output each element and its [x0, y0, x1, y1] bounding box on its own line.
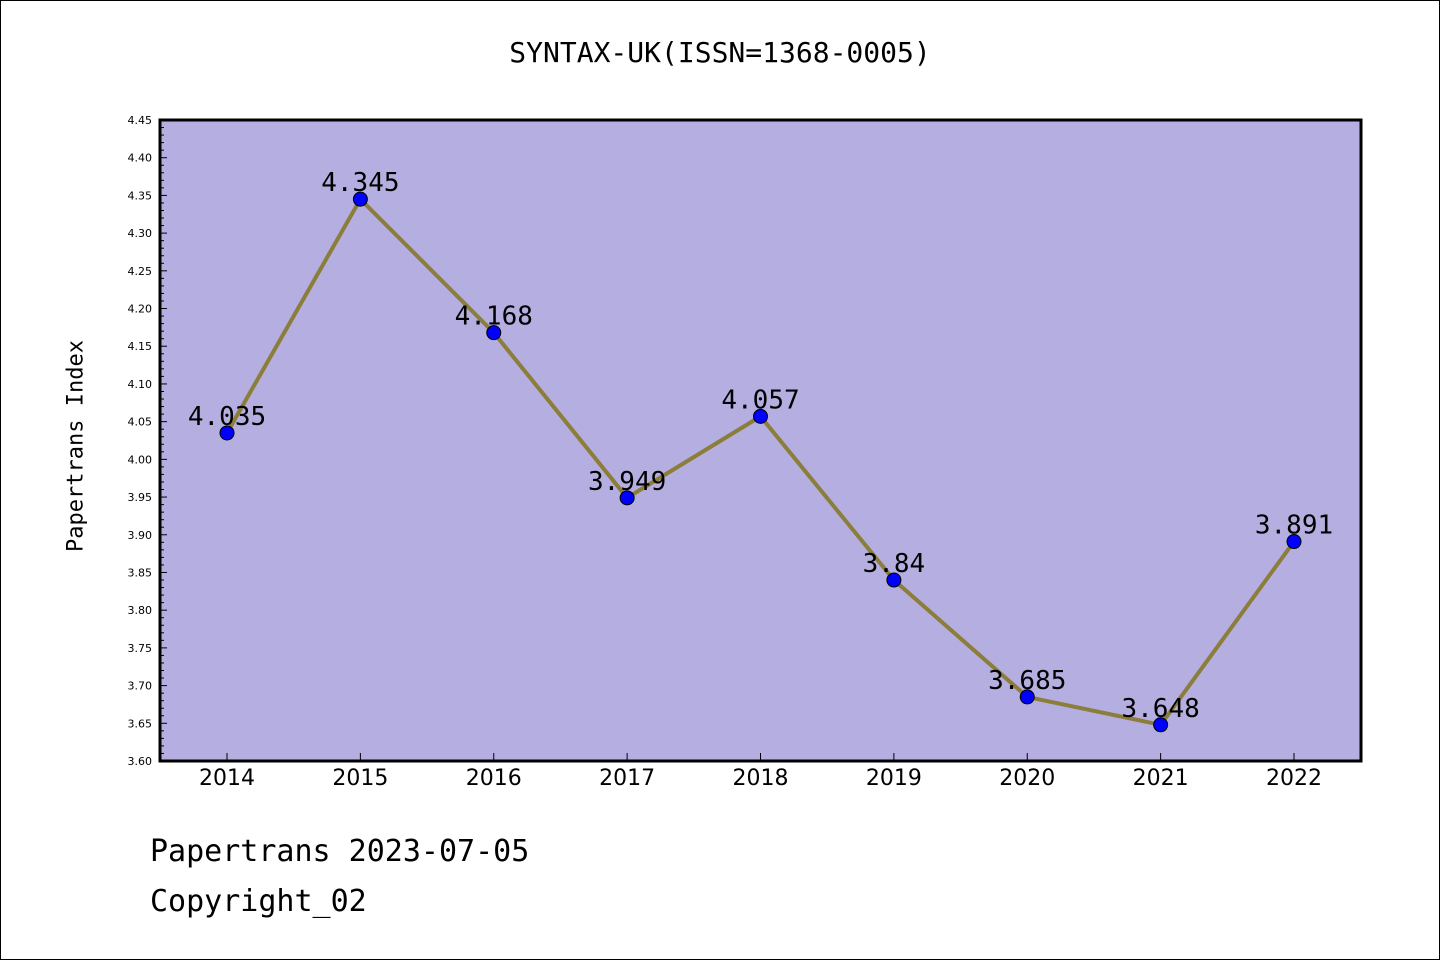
x-tick-label: 2021 [1133, 766, 1189, 791]
data-label: 4.345 [321, 168, 399, 198]
data-point [753, 408, 768, 424]
data-point [486, 325, 502, 341]
data-label: 3.891 [1255, 511, 1333, 541]
plot-area [160, 120, 1361, 761]
y-tick-label: 4.00 [128, 453, 153, 466]
x-tick-label: 2020 [999, 766, 1055, 791]
chart-title: SYNTAX-UK(ISSN=1368-0005) [509, 36, 931, 69]
y-tick-label: 3.60 [128, 755, 153, 768]
y-tick-label: 4.40 [128, 152, 153, 165]
y-tick-label: 3.80 [128, 604, 153, 617]
y-tick-label: 3.65 [128, 717, 153, 730]
data-point [1153, 717, 1169, 733]
x-tick-label: 2014 [199, 766, 255, 791]
data-point [886, 572, 902, 588]
x-tick-label: 2015 [332, 766, 388, 791]
x-tick-label: 2022 [1266, 766, 1322, 791]
y-tick-label: 4.25 [128, 265, 153, 278]
y-tick-label: 4.10 [128, 378, 153, 391]
data-label: 4.057 [721, 385, 799, 415]
data-point [1286, 534, 1302, 550]
data-point [1019, 689, 1035, 705]
data-label: 3.648 [1121, 694, 1199, 724]
y-tick-label: 4.35 [128, 189, 153, 202]
data-point [619, 490, 635, 506]
plot-border [158, 118, 1363, 763]
footer-copyright: Copyright_02 [150, 884, 367, 919]
footer-date: Papertrans 2023-07-05 [150, 834, 530, 869]
y-axis: 3.60 3.65 3.70 3.75 3.80 3.85 3.90 3.95 4.00 4.05… [128, 114, 167, 768]
data-point [352, 191, 368, 207]
y-tick-label: 3.95 [128, 491, 153, 504]
x-tick-label: 2018 [733, 766, 789, 791]
y-tick-label: 4.20 [128, 303, 153, 316]
x-tick-label: 2017 [599, 766, 655, 791]
x-tick-label: 2016 [466, 766, 522, 791]
y-tick-label: 3.85 [128, 566, 153, 579]
data-label: 4.168 [455, 302, 533, 332]
y-tick-label: 4.45 [128, 114, 153, 127]
series-layer: 4.035 4.345 4.168 3.949 4.057 3.84 3.685 3.648 3… [188, 168, 1333, 733]
data-point [219, 425, 235, 441]
y-tick-label: 4.30 [128, 227, 153, 240]
y-tick-label: 4.15 [128, 340, 153, 353]
data-label: 3.949 [588, 467, 666, 497]
data-label: 3.84 [863, 549, 926, 579]
y-tick-label: 3.75 [128, 642, 153, 655]
x-axis: 2014 2015 2016 2017 2018 2019 2020 2021 2022 [199, 753, 1322, 791]
y-tick-label: 3.70 [128, 680, 153, 693]
y-tick-label: 3.90 [128, 529, 153, 542]
data-label: 4.035 [188, 402, 266, 432]
data-label: 3.685 [988, 666, 1066, 696]
y-tick-label: 4.05 [128, 416, 153, 429]
x-tick-label: 2019 [866, 766, 922, 791]
